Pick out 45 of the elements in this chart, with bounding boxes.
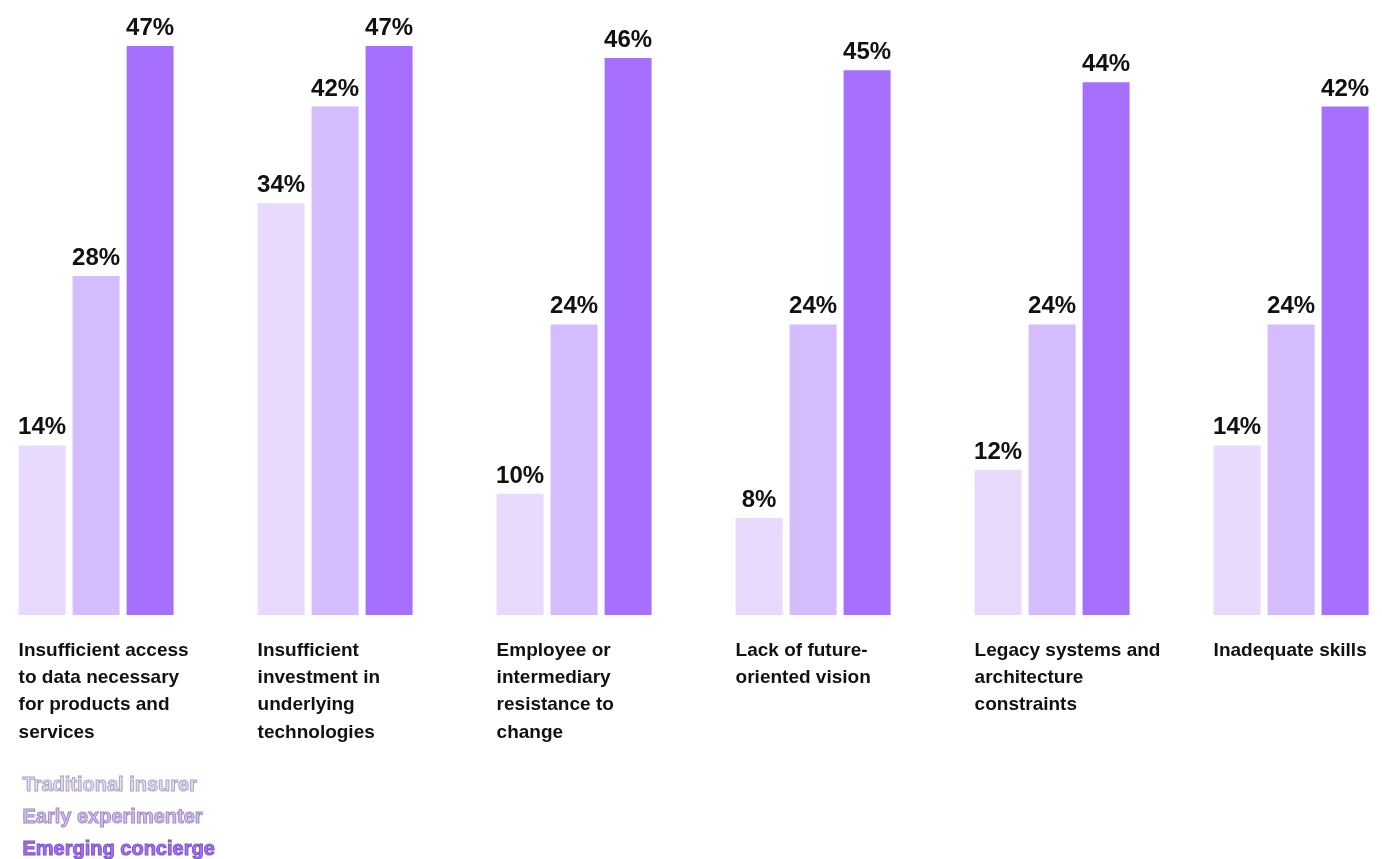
data-label: 24% — [550, 291, 599, 319]
bar — [72, 275, 120, 615]
data-label: 44% — [1082, 49, 1131, 77]
x-tick-label: Insufficient access to data necessary for products and services — [18, 638, 189, 742]
data-label: 42% — [311, 73, 360, 101]
text: Early experimenter — [22, 804, 203, 827]
bar — [1082, 82, 1130, 615]
data-label: 28% — [72, 242, 121, 270]
data-label: 42% — [1321, 73, 1370, 101]
bar — [1321, 106, 1369, 615]
x-tick-label: Legacy systems and architecture constraints — [974, 638, 1161, 715]
bar — [1267, 324, 1315, 615]
data-label: 8% — [741, 485, 777, 513]
x-tick-label: Inadequate skills — [1213, 638, 1367, 660]
bar — [257, 203, 305, 615]
bar — [550, 324, 598, 615]
x-tick-label: Insufficient investment in underlying technologies — [257, 638, 381, 742]
bar — [365, 46, 413, 615]
data-label: 46% — [604, 25, 653, 53]
data-label: 24% — [1267, 291, 1316, 319]
data-label: 45% — [843, 37, 892, 65]
data-label: 14% — [18, 412, 67, 440]
x-tick-label: Lack of future-oriented vision — [735, 638, 871, 688]
bar — [311, 106, 359, 615]
bar — [604, 58, 652, 615]
x-tick-label: Employee or intermediary resistance to change — [496, 638, 614, 742]
bar — [18, 445, 66, 615]
data-label: 47% — [365, 13, 414, 41]
data-label: 24% — [1028, 291, 1077, 319]
bar — [789, 324, 837, 615]
text: Emerging concierge — [22, 836, 215, 859]
data-label: 24% — [789, 291, 838, 319]
bar — [1213, 445, 1261, 615]
bar — [843, 70, 891, 615]
text: Traditional insurer — [22, 772, 198, 795]
bar — [126, 46, 174, 615]
data-label: 12% — [974, 436, 1023, 464]
data-label: 10% — [496, 460, 545, 488]
data-label: 47% — [126, 13, 175, 41]
bar — [735, 518, 783, 615]
data-label: 34% — [257, 170, 306, 198]
data-label: 14% — [1213, 412, 1262, 440]
bar — [974, 469, 1022, 615]
bar — [1028, 324, 1076, 615]
bar — [496, 493, 544, 615]
